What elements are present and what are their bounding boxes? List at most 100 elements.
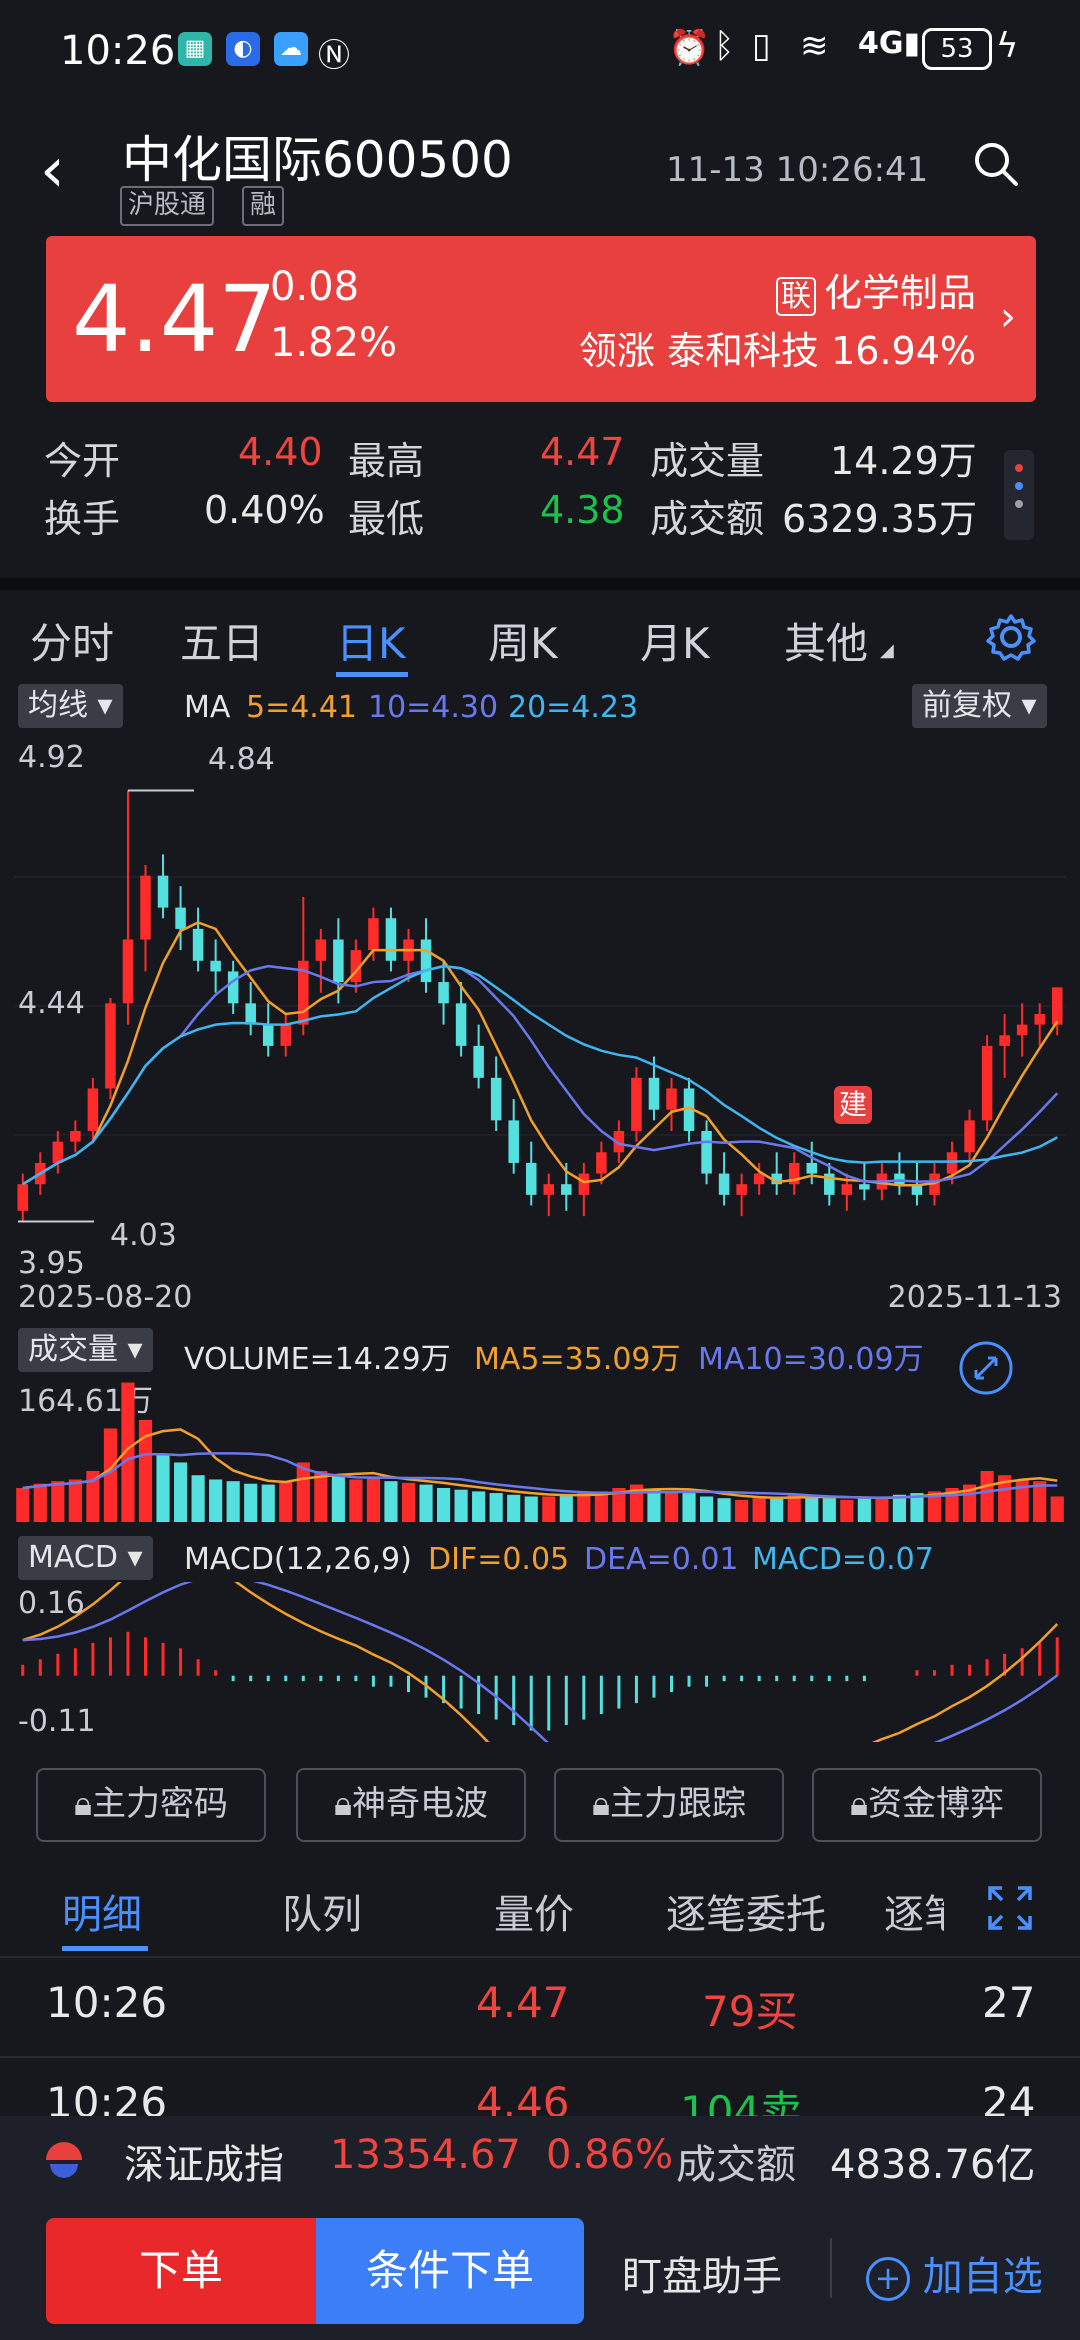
detail-qty: 104卖: [680, 2087, 803, 2116]
back-arrow-icon[interactable]: ‹: [40, 133, 65, 206]
macd-selector[interactable]: MACD ▾: [18, 1536, 153, 1580]
candle: [1051, 987, 1063, 1036]
candle: [683, 1077, 695, 1142]
charging-icon: ϟ: [996, 26, 1019, 66]
expand-chart-icon[interactable]: [958, 1340, 1014, 1396]
tab-weekly-k[interactable]: 周K: [488, 619, 558, 668]
tab-volume-price[interactable]: 量价: [494, 1892, 574, 1938]
tab-tick-by-tick[interactable]: 逐笔: [884, 1892, 944, 1938]
tab-daily-k[interactable]: 日K: [336, 619, 406, 668]
ma5-line: [22, 921, 1059, 1187]
dif-line: [22, 1582, 1059, 1742]
volume-bar: [980, 1470, 994, 1522]
search-icon[interactable]: [972, 140, 1020, 188]
volume-bar: [331, 1475, 345, 1522]
lock-button-capital[interactable]: 🔒︎资金博弈: [812, 1768, 1042, 1842]
current-price: 4.47: [72, 266, 277, 373]
lock-button-tracking[interactable]: 🔒︎主力跟踪: [554, 1768, 784, 1842]
chevron-right-icon: ›: [1000, 294, 1016, 340]
candle: [964, 1109, 975, 1163]
quote-card[interactable]: 4.47 0.08 1.82% 联化学制品 领涨 泰和科技 16.94% ›: [46, 236, 1036, 402]
kline-y-top: 4.92: [18, 740, 85, 775]
candle: [262, 1003, 274, 1057]
signal-icon: 4G▮: [858, 26, 921, 61]
volume-bar: [927, 1491, 942, 1522]
volume-bar: [1050, 1496, 1064, 1522]
tag-margin: 融: [242, 186, 285, 226]
bluetooth-icon: ᛒ: [714, 26, 735, 66]
candle: [824, 1162, 835, 1206]
add-favorite-button[interactable]: + 加自选: [866, 2244, 1043, 2302]
macd-dea: DEA=0.01: [584, 1542, 739, 1577]
open-label: 今开: [44, 439, 121, 483]
macd-chart[interactable]: [14, 1582, 1066, 1742]
lock-button-main-code[interactable]: 🔒︎主力密码: [36, 1768, 266, 1842]
settings-gear-icon[interactable]: [984, 610, 1038, 664]
candle: [788, 1152, 800, 1195]
kline-chart[interactable]: [14, 734, 1066, 1280]
status-bar: 10:26 ▦ ◐ ☁ Ⓝ ⏰ ᛒ ▯ ≋ 4G▮ 53 ϟ: [0, 0, 1080, 110]
candle: [999, 1013, 1010, 1078]
candle: [473, 1024, 484, 1089]
candle: [175, 886, 186, 951]
chart-area[interactable]: 均线 ▾ MA 5=4.41 10=4.30 20=4.23 前复权 ▾ 4.9…: [14, 684, 1066, 1744]
lock-icon: 🔒︎: [849, 1784, 869, 1824]
build-position-marker[interactable]: 建: [834, 1086, 872, 1124]
high-label: 最高: [348, 439, 425, 483]
conditional-order-button[interactable]: 条件下单: [316, 2218, 584, 2324]
macd-params: MACD(12,26,9): [184, 1542, 412, 1577]
sector-info[interactable]: 联化学制品: [775, 262, 976, 317]
volume-bar: [138, 1419, 153, 1522]
candle: [1034, 1003, 1045, 1046]
tab-five-day[interactable]: 五日: [180, 619, 265, 668]
row-divider: [0, 1956, 1080, 1958]
ma-selector[interactable]: 均线 ▾: [18, 684, 123, 728]
lead-label: 领涨: [578, 329, 655, 373]
tab-order-by-order[interactable]: 逐笔委托: [666, 1892, 826, 1938]
quote-datetime: 11-13 10:26:41: [666, 150, 929, 190]
tab-detail[interactable]: 明细: [62, 1892, 142, 1938]
turnover-value: 0.40%: [204, 488, 325, 532]
candle: [105, 998, 116, 1100]
candle: [543, 1173, 555, 1217]
candle: [438, 960, 449, 1025]
tab-more[interactable]: 其他: [784, 619, 869, 668]
volume-bar: [86, 1470, 100, 1522]
index-ticker[interactable]: 深证成指 13354.67 0.86% 成交额 4838.76亿: [0, 2116, 1080, 2200]
volume-value: 14.29万: [830, 439, 977, 483]
sector-tag: 联: [775, 277, 816, 316]
active-tab-indicator: [336, 672, 408, 677]
candle: [455, 982, 467, 1057]
candle: [981, 1035, 993, 1132]
lock-button-wave[interactable]: 🔒︎神奇电波: [296, 1768, 526, 1842]
tab-monthly-k[interactable]: 月K: [640, 619, 710, 668]
watch-helper-button[interactable]: 盯盘助手: [622, 2254, 782, 2300]
section-divider: [0, 578, 1080, 590]
order-button[interactable]: 下单: [46, 2218, 316, 2324]
candle: [578, 1162, 590, 1217]
more-dots-icon[interactable]: [1004, 450, 1034, 540]
candle: [596, 1141, 607, 1185]
candle: [1016, 1003, 1028, 1057]
adjust-selector[interactable]: 前复权 ▾: [912, 684, 1047, 728]
candle: [385, 907, 397, 972]
candle: [315, 928, 327, 993]
volume-chart[interactable]: [14, 1374, 1066, 1524]
lock-icon: 🔒︎: [333, 1784, 353, 1824]
volume-bar: [366, 1477, 381, 1522]
volume-bar: [489, 1493, 503, 1522]
volume-bar: [770, 1496, 784, 1522]
volume-bar: [68, 1479, 82, 1522]
fullscreen-icon[interactable]: [986, 1884, 1034, 1932]
candle: [613, 1120, 625, 1163]
volume-selector[interactable]: 成交量 ▾: [18, 1328, 153, 1372]
volume-bar: [735, 1499, 749, 1522]
tab-intraday[interactable]: 分时: [30, 619, 115, 668]
volume-bar: [1015, 1479, 1029, 1522]
ma20-value: 20=4.23: [508, 690, 639, 725]
turnover-label: 换手: [44, 497, 121, 541]
battery-indicator: 53: [922, 28, 992, 70]
lock-label: 资金博弈: [868, 1784, 1005, 1824]
volume-bar: [507, 1494, 521, 1522]
tab-queue[interactable]: 队列: [282, 1892, 362, 1938]
